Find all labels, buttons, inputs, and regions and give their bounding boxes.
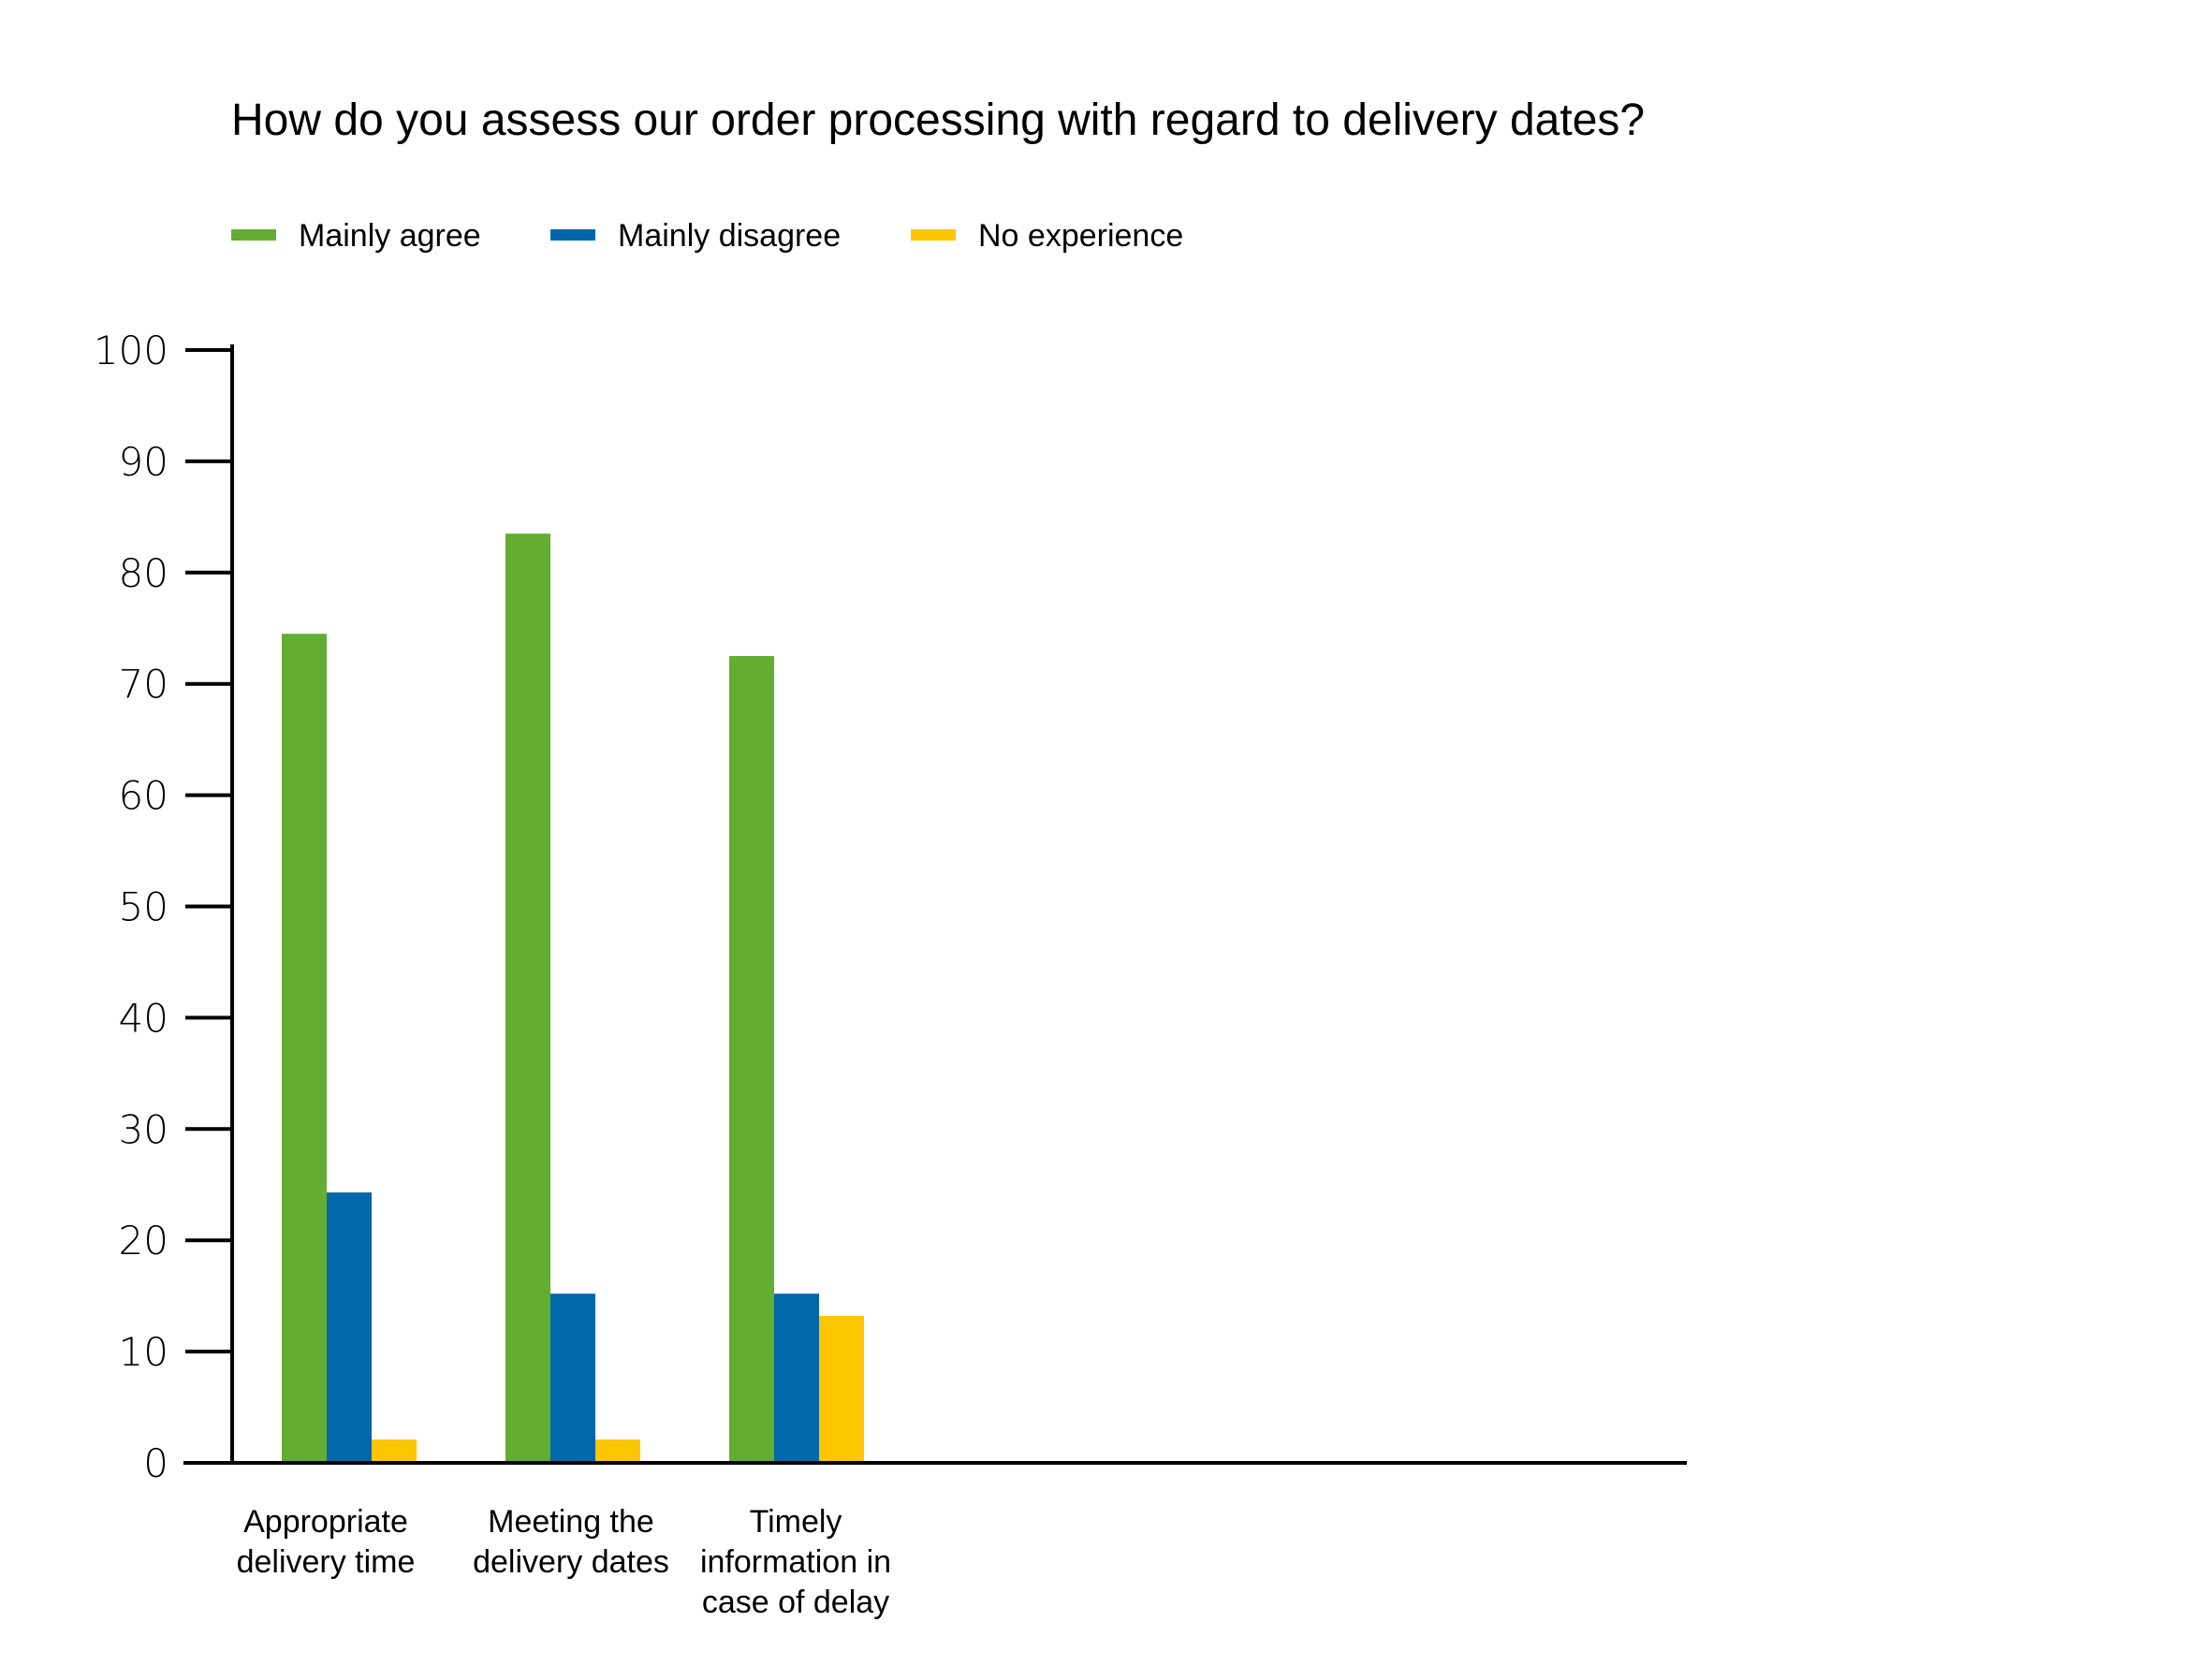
y-tick-label-100: 100 xyxy=(94,328,168,373)
x-category-label-2: Meeting the delivery dates xyxy=(473,1504,669,1580)
chart-title: How do you assess our order processing w… xyxy=(231,95,1646,145)
legend-label-no-experience: No experience xyxy=(978,218,1184,254)
legend-label-mainly-agree: Mainly agree xyxy=(299,218,481,254)
y-tick-label-40: 40 xyxy=(119,995,168,1041)
bar-mainly-disagree-3 xyxy=(774,1293,819,1463)
y-tick-label-0: 0 xyxy=(143,1440,168,1486)
bar-mainly-agree-2 xyxy=(505,533,550,1463)
bar-mainly-agree-3 xyxy=(729,655,774,1463)
y-tick-label-70: 70 xyxy=(119,662,168,708)
y-tick-label-90: 90 xyxy=(119,439,168,485)
bar-mainly-disagree-1 xyxy=(327,1192,372,1463)
bar-mainly-disagree-2 xyxy=(550,1293,595,1463)
legend-swatch-no-experience xyxy=(911,229,956,241)
bar-mainly-agree-1 xyxy=(282,634,327,1463)
bar-no-experience-2 xyxy=(595,1439,640,1463)
y-tick-label-60: 60 xyxy=(119,773,168,819)
y-tick-label-50: 50 xyxy=(119,884,168,930)
legend-swatch-mainly-agree xyxy=(231,229,276,241)
y-tick-label-80: 80 xyxy=(119,550,168,596)
y-ticks-group: 0 10 20 30 40 50 60 70 80 90 100 xyxy=(94,328,232,1486)
y-tick-label-30: 30 xyxy=(119,1106,168,1152)
x-category-label-1: Appropriate delivery time xyxy=(237,1504,416,1580)
legend-swatch-mainly-disagree xyxy=(550,229,595,241)
bar-no-experience-1 xyxy=(372,1439,417,1463)
bars-group xyxy=(282,533,864,1463)
bar-no-experience-3 xyxy=(819,1316,864,1463)
legend-label-mainly-disagree: Mainly disagree xyxy=(618,218,842,254)
x-category-label-3: Timely information in case of delay xyxy=(700,1504,891,1620)
x-labels-group: Appropriate delivery time Meeting the deliv… xyxy=(237,1504,891,1620)
y-tick-label-20: 20 xyxy=(119,1218,168,1264)
y-tick-label-10: 10 xyxy=(119,1329,168,1375)
